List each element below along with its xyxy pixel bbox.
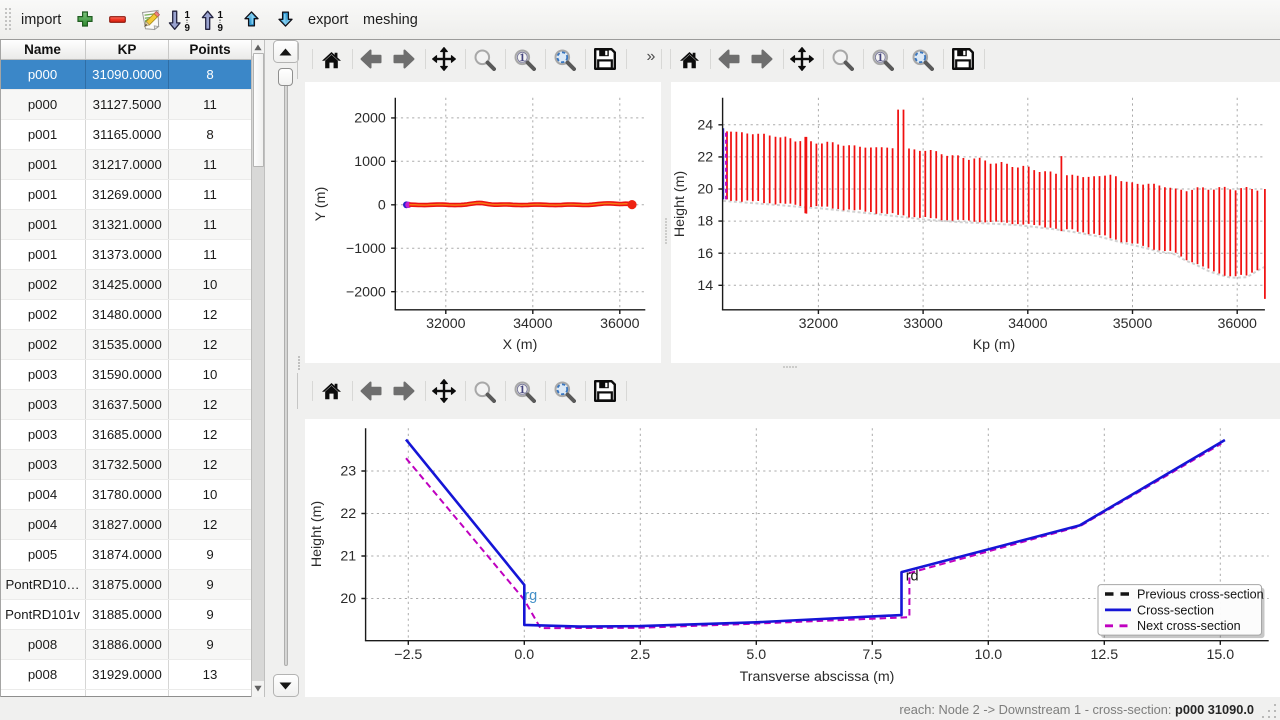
svg-text:2.5: 2.5 xyxy=(630,647,650,663)
svg-text:20: 20 xyxy=(340,591,356,607)
svg-text:20: 20 xyxy=(697,182,713,198)
svg-text:24: 24 xyxy=(697,117,713,133)
svg-text:18: 18 xyxy=(697,214,713,230)
svg-text:15.0: 15.0 xyxy=(1206,647,1234,663)
svg-text:0: 0 xyxy=(378,197,386,213)
svg-text:34000: 34000 xyxy=(513,316,553,332)
svg-text:X (m): X (m) xyxy=(503,337,538,353)
svg-text:9: 9 xyxy=(185,23,191,31)
svg-text:32000: 32000 xyxy=(799,316,839,332)
svg-text:2000: 2000 xyxy=(354,111,386,127)
svg-text:Y (m): Y (m) xyxy=(313,187,329,221)
svg-text:36000: 36000 xyxy=(600,316,640,332)
svg-text:−1000: −1000 xyxy=(346,241,386,257)
svg-text:Height (m): Height (m) xyxy=(672,171,688,237)
svg-text:16: 16 xyxy=(697,246,713,262)
svg-text:12.5: 12.5 xyxy=(1090,647,1118,663)
svg-text:Next cross-section: Next cross-section xyxy=(1137,619,1241,633)
svg-text:9: 9 xyxy=(218,23,224,31)
svg-text:22: 22 xyxy=(340,506,356,522)
svg-text:1: 1 xyxy=(519,50,525,64)
svg-text:22: 22 xyxy=(697,150,713,166)
svg-text:35000: 35000 xyxy=(1113,316,1153,332)
svg-text:Cross-section: Cross-section xyxy=(1137,603,1214,617)
svg-text:Height (m): Height (m) xyxy=(309,501,325,567)
svg-text:5.0: 5.0 xyxy=(746,647,766,663)
svg-text:10.0: 10.0 xyxy=(974,647,1002,663)
svg-text:−2.5: −2.5 xyxy=(394,647,422,663)
svg-text:1: 1 xyxy=(185,10,191,21)
svg-text:36000: 36000 xyxy=(1217,316,1257,332)
svg-text:34000: 34000 xyxy=(1008,316,1048,332)
svg-text:Transverse abscissa (m): Transverse abscissa (m) xyxy=(740,669,895,685)
svg-text:0.0: 0.0 xyxy=(514,647,534,663)
svg-text:7.5: 7.5 xyxy=(862,647,882,663)
svg-text:−2000: −2000 xyxy=(346,284,386,300)
svg-text:23: 23 xyxy=(340,464,356,480)
svg-text:rg: rg xyxy=(524,588,537,604)
svg-text:Kp (m): Kp (m) xyxy=(973,337,1016,353)
svg-text:1: 1 xyxy=(877,50,883,64)
svg-text:rd: rd xyxy=(906,569,919,585)
svg-text:Previous cross-section: Previous cross-section xyxy=(1137,587,1264,601)
svg-text:1: 1 xyxy=(519,382,525,396)
svg-text:32000: 32000 xyxy=(426,316,466,332)
svg-text:1000: 1000 xyxy=(354,154,386,170)
svg-text:14: 14 xyxy=(697,278,713,294)
svg-text:1: 1 xyxy=(218,10,224,21)
svg-text:21: 21 xyxy=(340,549,356,565)
svg-text:33000: 33000 xyxy=(903,316,943,332)
